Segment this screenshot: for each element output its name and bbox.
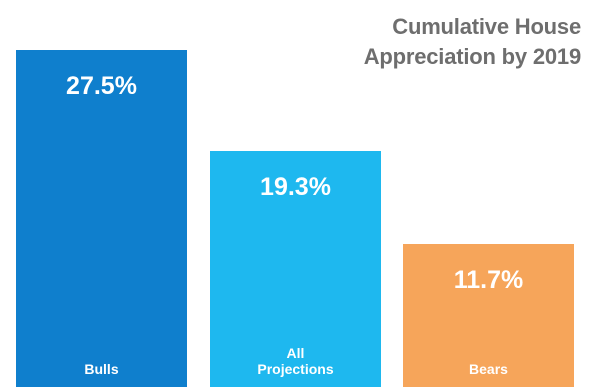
chart-title-line-2: Appreciation by 2019 xyxy=(363,44,582,69)
bar-bears: 11.7% Bears xyxy=(403,243,574,387)
chart-title-line-1: Cumulative House xyxy=(392,14,581,39)
chart-title: Cumulative House Appreciation by 2019 xyxy=(363,12,582,72)
bar-value-label: 27.5% xyxy=(66,72,137,100)
bar-value-label: 19.3% xyxy=(260,172,331,201)
bar-all-projections: 19.3% All Projections xyxy=(210,150,381,387)
bar-category-label: Bears xyxy=(469,361,508,377)
bar-value-label: 11.7% xyxy=(453,265,524,294)
bar-category-label: All Projections xyxy=(257,345,334,377)
bar-bulls: 27.5% Bulls xyxy=(16,50,187,387)
bar-category-label: Bulls xyxy=(84,361,119,377)
